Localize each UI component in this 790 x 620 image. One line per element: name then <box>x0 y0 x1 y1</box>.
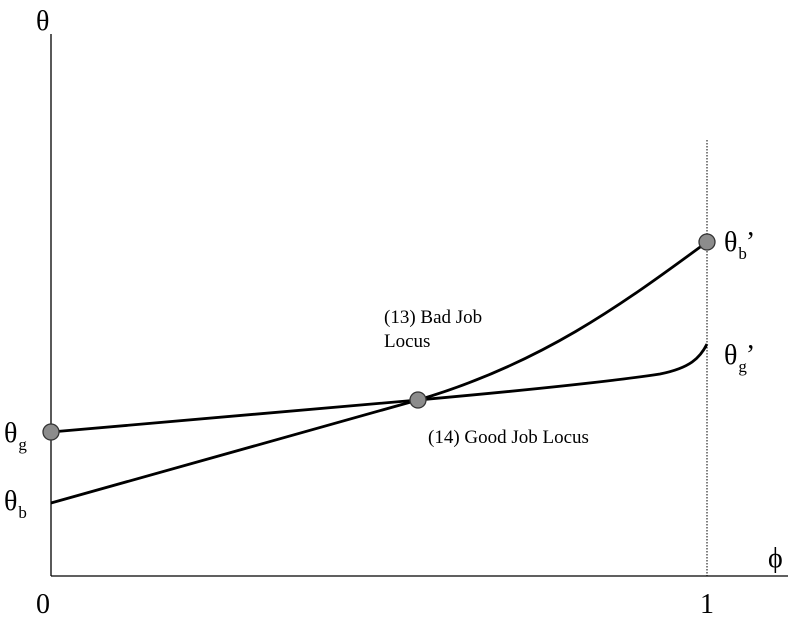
bad-job-locus-curve <box>50 240 708 505</box>
x-axis-label: ϕ <box>768 543 783 574</box>
x-origin-tick: 0 <box>36 589 50 620</box>
bad-job-locus-label-line2: Locus <box>384 331 431 352</box>
bad-job-locus-label-line1: (13) Bad Job <box>384 307 483 328</box>
intersection-marker <box>409 391 427 409</box>
bad-job-locus-label: (13) Bad Job Locus <box>384 306 482 354</box>
theta-b-label: θb <box>4 486 27 522</box>
theta-b-prime-marker <box>698 233 716 251</box>
theta-g-prime-label: θg’ <box>724 340 756 376</box>
theta-g-label: θg <box>4 418 27 454</box>
y-axis-label: θ <box>36 6 50 37</box>
good-job-locus-label: (14) Good Job Locus <box>428 427 589 448</box>
x-end-tick: 1 <box>700 589 714 620</box>
theta-b-prime-label: θb’ <box>724 227 756 263</box>
good-job-locus-curve <box>50 343 709 434</box>
theta-g-marker <box>42 423 60 441</box>
